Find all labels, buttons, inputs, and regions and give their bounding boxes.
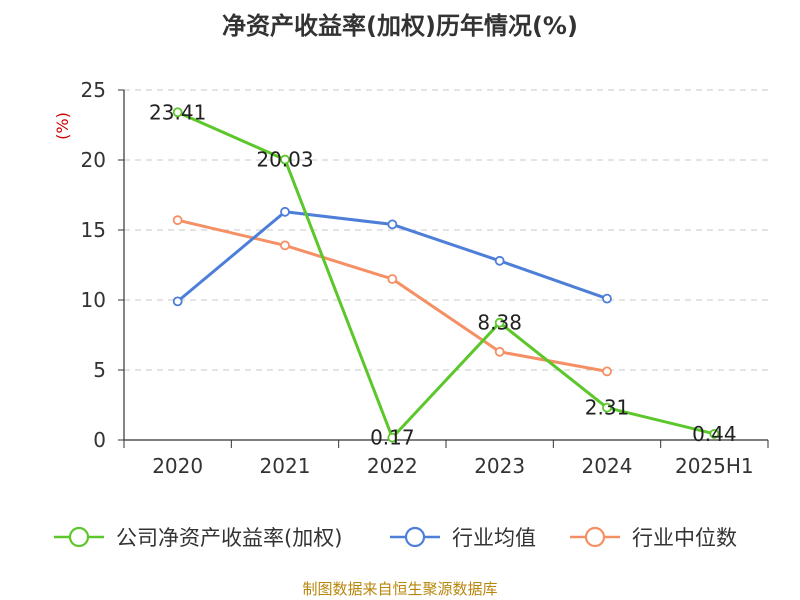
source-note: 制图数据来自恒生聚源数据库 — [302, 580, 497, 598]
y-tick-label: 20 — [81, 148, 106, 172]
data-point-0 — [280, 154, 290, 165]
x-tick-label: 2024 — [582, 454, 633, 478]
data-point-0 — [387, 432, 398, 443]
legend-marker-2 — [584, 526, 606, 548]
data-point-2 — [602, 366, 612, 377]
x-tick-label: 2021 — [260, 454, 311, 478]
y-tick-label: 0 — [93, 428, 106, 452]
legend-label-0: 公司净资产收益率(加权) — [116, 526, 342, 550]
x-tick-label: 2022 — [367, 454, 418, 478]
series-line-0 — [177, 110, 715, 440]
y-tick-label: 10 — [81, 288, 106, 312]
data-label: 0.17 — [370, 426, 415, 450]
data-point-0 — [709, 428, 720, 439]
x-tick-label: 2023 — [474, 454, 525, 478]
y-tick-label: 5 — [93, 358, 106, 382]
data-label: 0.44 — [692, 422, 737, 446]
x-tick-label: 2025H1 — [675, 454, 754, 478]
data-label: 20.03 — [256, 148, 313, 172]
data-point-1 — [172, 296, 183, 307]
data-point-1 — [280, 206, 290, 217]
data-label: 8.38 — [477, 311, 522, 335]
data-point-2 — [280, 240, 290, 251]
legend-marker-1 — [404, 526, 426, 548]
legend-label-2: 行业中位数 — [632, 526, 737, 550]
data-point-1 — [387, 219, 398, 230]
data-point-0 — [172, 107, 183, 118]
data-point-1 — [602, 293, 612, 304]
data-labels: 23.41 20.03 0.17 8.38 2.31 0.44 — [149, 100, 737, 449]
data-point-2 — [387, 274, 398, 284]
data-point-1 — [494, 255, 505, 266]
y-axis-unit: (%) — [53, 112, 72, 140]
series-layer — [172, 107, 720, 443]
x-tick-label: 2020 — [152, 454, 203, 478]
y-tick-label: 25 — [81, 78, 106, 102]
y-axis-ticks: 0 5 10 15 20 25 — [81, 78, 124, 452]
legend-label-1: 行业均值 — [452, 526, 536, 550]
chart-title: 净资产收益率(加权)历年情况(%) — [222, 12, 578, 40]
data-point-2 — [172, 215, 183, 226]
data-label: 2.31 — [585, 396, 630, 420]
data-point-0 — [494, 317, 505, 328]
data-point-2 — [494, 346, 505, 357]
legend: 公司净资产收益率(加权) 行业均值 行业中位数 — [54, 526, 737, 550]
legend-marker-0 — [68, 526, 90, 548]
grid-lines — [124, 89, 768, 371]
series-line-2 — [177, 218, 608, 373]
y-tick-label: 15 — [81, 218, 106, 242]
data-label: 23.41 — [149, 100, 206, 124]
data-point-0 — [602, 402, 612, 413]
x-axis-ticks: 2020 2021 2022 2023 2024 2025H1 — [123, 440, 769, 478]
